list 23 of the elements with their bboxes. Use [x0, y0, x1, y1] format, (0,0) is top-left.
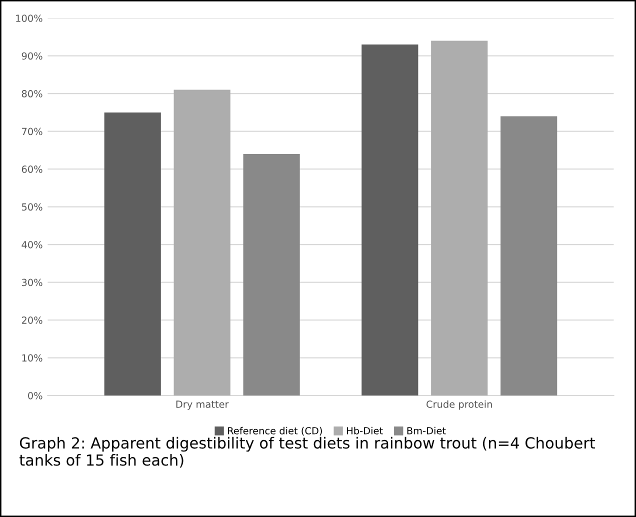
- legend-label: Reference diet (CD): [228, 426, 322, 436]
- bar: [243, 154, 300, 396]
- bar: [104, 112, 161, 396]
- legend-label: Bm-Diet: [407, 426, 446, 434]
- y-tick-label: 100%: [16, 14, 42, 22]
- bar: [362, 44, 418, 396]
- legend-label: Hb-Diet: [347, 426, 383, 434]
- y-tick-label: 90%: [22, 52, 42, 60]
- x-tick-label: Crude protein: [426, 400, 492, 410]
- y-tick-label: 60%: [22, 166, 42, 173]
- x-tick-label: Dry matter: [176, 400, 229, 410]
- y-tick-label: 70%: [22, 128, 42, 136]
- y-tick-label: 80%: [22, 90, 42, 98]
- y-tick-label: 30%: [22, 278, 42, 286]
- y-tick-label: 40%: [22, 241, 42, 248]
- y-tick-label: 0%: [28, 392, 42, 400]
- y-tick-label: 20%: [22, 316, 42, 324]
- bar: [174, 90, 230, 396]
- caption: Graph 2: Apparent digestibility of test diets in rainbow trout (n=4 Choubert tanks of 15 fish each): [19, 436, 596, 468]
- y-tick-label: 50%: [22, 203, 42, 211]
- bar: [431, 40, 488, 396]
- y-tick-label: 10%: [22, 354, 42, 362]
- bar: [500, 116, 558, 396]
